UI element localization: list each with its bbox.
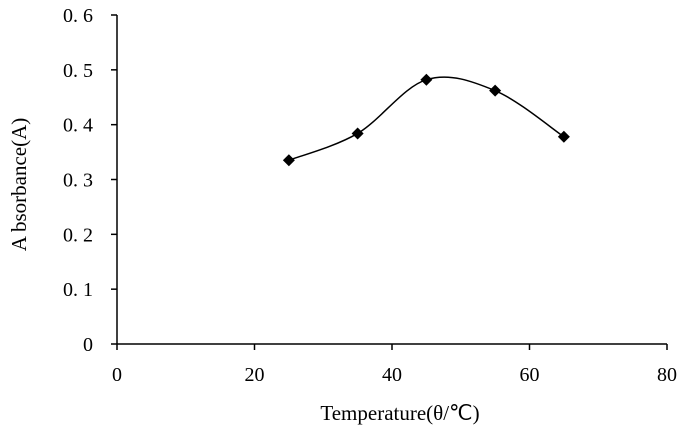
y-tick-label: 0. 5	[63, 60, 93, 82]
y-tick-label: 0. 1	[63, 279, 93, 301]
x-ticks: 0 20 40 60 80	[112, 344, 677, 386]
x-tick-label: 20	[245, 364, 265, 386]
data-point-marker	[489, 84, 502, 97]
y-axis-title: A bsorbance(A)	[7, 118, 31, 252]
y-tick-label: 0	[83, 334, 93, 356]
data-point-marker	[351, 127, 364, 140]
y-tick-label: 0. 6	[63, 5, 93, 27]
x-tick-label: 60	[520, 364, 540, 386]
x-axis-title: Temperature(θ/℃)	[320, 401, 479, 425]
y-ticks: 0 0. 1 0. 2 0. 3 0. 4 0. 5 0. 6	[63, 5, 117, 356]
data-point-marker	[282, 154, 295, 167]
data-point-marker	[557, 130, 570, 143]
series-line	[288, 76, 565, 162]
y-tick-label: 0. 3	[63, 170, 93, 192]
series-markers	[282, 73, 570, 167]
x-tick-label: 40	[382, 364, 402, 386]
y-tick-label: 0. 4	[63, 115, 93, 137]
y-tick-label: 0. 2	[63, 224, 93, 246]
x-tick-label: 0	[112, 364, 122, 386]
x-tick-label: 80	[657, 364, 677, 386]
axes	[116, 15, 667, 345]
data-point-marker	[420, 73, 433, 86]
